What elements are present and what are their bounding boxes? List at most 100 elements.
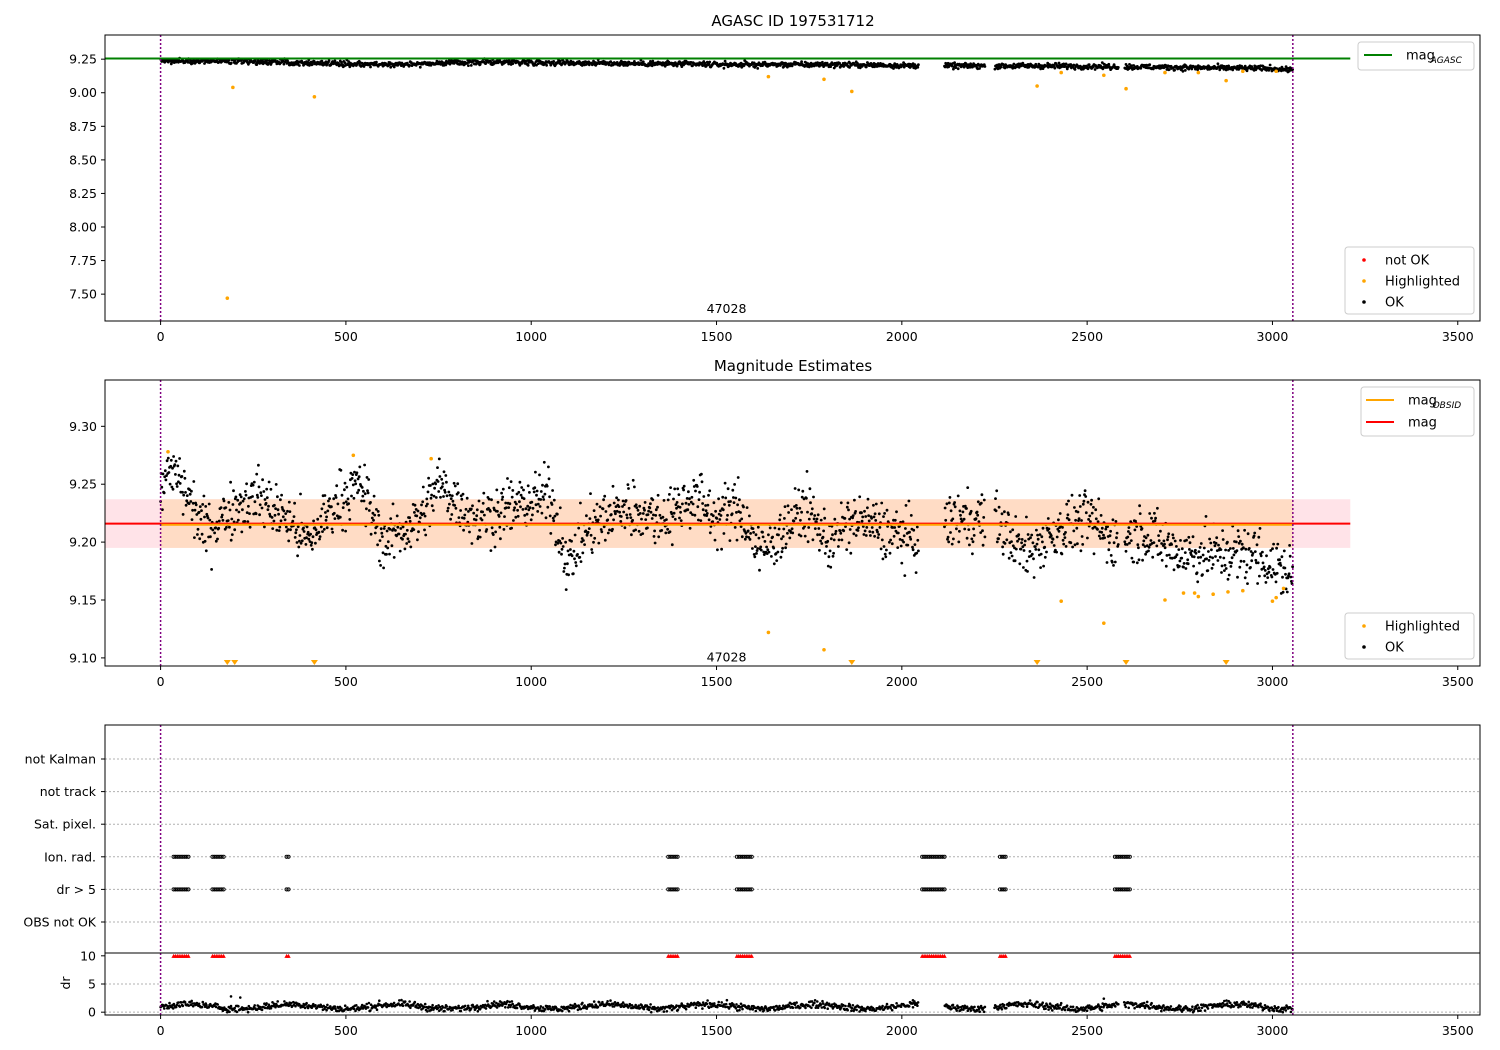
ok-point bbox=[854, 510, 857, 513]
ok-point bbox=[221, 518, 225, 522]
ok-point bbox=[1144, 536, 1148, 540]
ok-point bbox=[621, 499, 625, 503]
ok-point bbox=[1086, 536, 1089, 540]
ok-point bbox=[658, 513, 662, 517]
ok-point bbox=[592, 509, 596, 512]
dr-ok-point bbox=[686, 1002, 689, 1006]
ok-point bbox=[701, 508, 705, 512]
ok-point bbox=[1198, 561, 1201, 565]
ok-point bbox=[845, 548, 849, 551]
ok-point bbox=[390, 544, 394, 548]
flag-point bbox=[1127, 854, 1132, 859]
ok-point bbox=[389, 517, 393, 520]
ok-point bbox=[1016, 539, 1019, 543]
ok-point bbox=[1090, 511, 1094, 515]
ok-point bbox=[1123, 540, 1127, 544]
dr-ok-point bbox=[676, 1008, 680, 1012]
dr-ok-point bbox=[598, 1001, 601, 1004]
ok-point bbox=[300, 539, 304, 543]
ok-point bbox=[485, 528, 489, 531]
ok-point bbox=[423, 514, 427, 518]
dr-ok-point bbox=[469, 1007, 473, 1010]
flag-point bbox=[217, 887, 222, 892]
ok-point bbox=[771, 535, 774, 539]
ok-point bbox=[314, 528, 318, 532]
clipped-marker bbox=[1122, 660, 1130, 665]
ok-point bbox=[1066, 513, 1070, 517]
ok-point bbox=[395, 534, 398, 538]
ok-point bbox=[1155, 544, 1159, 548]
dr-ok-point bbox=[810, 1000, 814, 1003]
ok-point bbox=[972, 534, 976, 537]
ok-point bbox=[1236, 64, 1239, 68]
dr-ok-point bbox=[435, 1005, 438, 1008]
ok-point bbox=[518, 63, 522, 67]
ok-point bbox=[877, 512, 881, 516]
ok-point bbox=[1052, 544, 1056, 547]
ok-point bbox=[542, 498, 546, 501]
flag-point bbox=[186, 854, 191, 859]
ok-point bbox=[1042, 564, 1045, 568]
ok-point bbox=[188, 488, 192, 491]
flag-point bbox=[734, 854, 739, 859]
flag-point bbox=[1112, 887, 1117, 892]
ok-point bbox=[472, 511, 476, 515]
ok-point bbox=[592, 540, 595, 544]
ok-point bbox=[429, 484, 432, 487]
ok-point bbox=[557, 550, 561, 554]
ok-point bbox=[722, 66, 726, 70]
highlighted-point bbox=[822, 77, 826, 82]
ok-point bbox=[362, 489, 365, 493]
ok-point bbox=[1135, 525, 1139, 528]
dr-ok-point bbox=[851, 1004, 855, 1007]
ok-point bbox=[560, 552, 563, 556]
ok-point bbox=[160, 485, 164, 489]
ok-point bbox=[279, 519, 283, 523]
flag-point bbox=[999, 854, 1004, 859]
ok-point bbox=[982, 516, 986, 519]
ok-point bbox=[1010, 554, 1014, 558]
ok-point bbox=[178, 482, 182, 485]
ok-point bbox=[872, 503, 875, 507]
ok-point bbox=[392, 65, 396, 69]
flag-point bbox=[933, 887, 938, 892]
ok-point bbox=[821, 535, 825, 539]
ok-point bbox=[1180, 556, 1184, 560]
ok-point bbox=[728, 539, 732, 542]
ok-point bbox=[523, 514, 527, 517]
ok-point bbox=[420, 503, 423, 507]
ok-point bbox=[1162, 539, 1166, 543]
flag-point bbox=[744, 887, 749, 892]
ok-point bbox=[483, 513, 486, 517]
flag-point bbox=[173, 854, 178, 859]
ok-point bbox=[377, 513, 381, 517]
ok-point bbox=[357, 488, 361, 492]
ok-point bbox=[1261, 550, 1264, 554]
dr-ok-point bbox=[403, 1000, 407, 1003]
dr-ok-point bbox=[171, 1007, 175, 1010]
ok-point bbox=[191, 501, 195, 505]
dr-ok-point bbox=[201, 1000, 205, 1004]
ok-point bbox=[1115, 536, 1118, 540]
flag-point bbox=[175, 887, 180, 892]
ok-point bbox=[1107, 548, 1111, 552]
dr-ok-point bbox=[738, 1008, 741, 1012]
ok-point bbox=[826, 564, 830, 568]
ok-point bbox=[1173, 539, 1177, 543]
ok-point bbox=[963, 504, 967, 508]
ok-point bbox=[1210, 548, 1213, 552]
ok-point bbox=[1202, 559, 1206, 563]
ok-point bbox=[1001, 552, 1005, 556]
ok-point bbox=[552, 519, 556, 523]
ok-point bbox=[1035, 542, 1039, 546]
ok-point bbox=[834, 532, 837, 536]
flag-point bbox=[925, 887, 930, 892]
ok-point bbox=[660, 529, 664, 532]
dr-ok-point bbox=[506, 1006, 510, 1009]
ok-point bbox=[1057, 518, 1060, 522]
dr-ok-point bbox=[601, 1000, 604, 1004]
ok-point bbox=[865, 526, 869, 529]
ok-point bbox=[542, 460, 546, 464]
ok-point bbox=[1100, 526, 1104, 530]
